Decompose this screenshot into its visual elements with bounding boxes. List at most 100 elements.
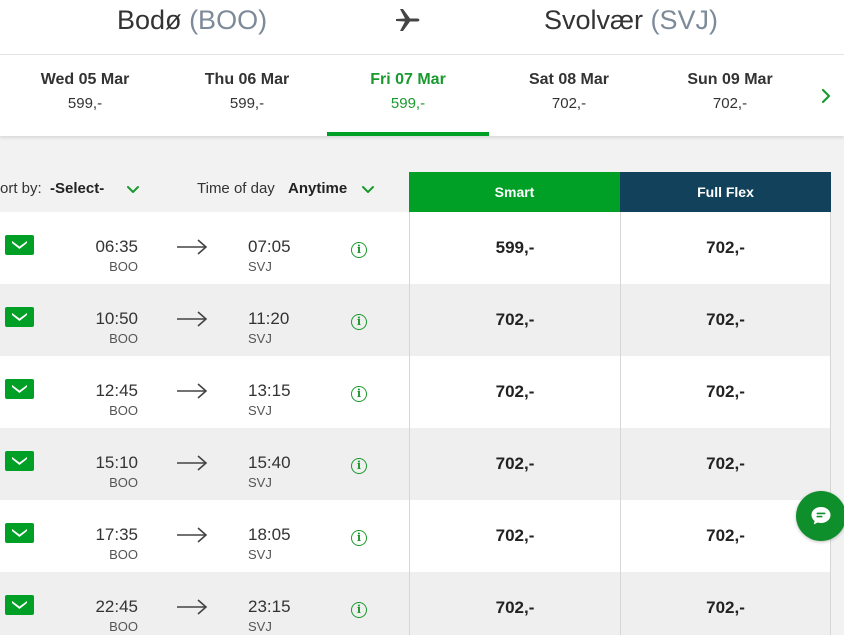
airline-logo-icon [5,235,34,255]
origin-city-name: Bodø [117,5,182,35]
route-header: Bodø (BOO) Svolvær (SVJ) [0,0,844,55]
origin-city: Bodø (BOO) [117,5,267,36]
time-of-day-label: Time of day [197,180,275,197]
departure-time: 10:50 [95,309,138,328]
date-label: Sun 09 Mar [687,71,773,88]
date-price: 599,- [229,95,265,112]
airline-logo-icon [5,451,34,471]
departure-time: 17:35 [95,525,138,544]
arrival-time: 11:20 [248,309,290,328]
arrival-time: 13:15 [248,381,291,400]
price-full-flex[interactable]: 702,- [620,572,831,635]
chevron-down-icon[interactable] [361,185,375,194]
arrow-right-icon [177,239,208,255]
origin-city-code: (BOO) [189,5,268,35]
arrival-code: SVJ [248,547,272,562]
plane-icon [396,9,420,31]
date-price: 702,- [551,95,587,112]
date-tab-wed-05-mar[interactable]: Wed 05 Mar 599,- [4,55,166,136]
price-smart[interactable]: 599,- [409,212,620,284]
departure-time: 12:45 [95,381,138,400]
arrow-right-icon [177,599,208,615]
arrow-right-icon [177,311,208,327]
flight-row: 10:50 BOO 11:20 SVJ i 702,- 702,- [0,284,831,356]
date-label: Thu 06 Mar [204,71,290,88]
flight-details: 15:10 BOO 15:40 SVJ i [0,428,409,500]
airline-logo-icon [5,307,34,327]
price-smart[interactable]: 702,- [409,284,620,356]
chat-button[interactable] [796,491,844,541]
info-icon[interactable]: i [351,314,367,330]
destination-city-name: Svolvær [544,5,644,35]
time-of-day-select[interactable]: Anytime [288,180,348,197]
chevron-down-icon[interactable] [126,185,140,194]
arrival-code: SVJ [248,331,272,346]
departure-code: BOO [109,331,138,346]
price-full-flex[interactable]: 702,- [620,428,831,500]
flight-details: 10:50 BOO 11:20 SVJ i [0,284,409,356]
fare-header-smart: Smart [409,172,620,212]
arrow-right-icon [177,383,208,399]
date-label: Sat 08 Mar [528,71,610,88]
price-smart[interactable]: 702,- [409,572,620,635]
arrow-right-icon [177,527,208,543]
flight-details: 06:35 BOO 07:05 SVJ i [0,212,409,284]
departure-code: BOO [109,547,138,562]
arrival-code: SVJ [248,403,272,418]
price-full-flex[interactable]: 702,- [620,356,831,428]
departure-time: 22:45 [95,597,138,616]
price-full-flex[interactable]: 702,- [620,212,831,284]
info-icon[interactable]: i [351,530,367,546]
flight-details: 17:35 BOO 18:05 SVJ i [0,500,409,572]
date-tab-sat-08-mar[interactable]: Sat 08 Mar 702,- [488,55,650,136]
flight-row: 12:45 BOO 13:15 SVJ i 702,- 702,- [0,356,831,428]
date-price: 702,- [712,95,748,112]
arrival-code: SVJ [248,619,272,634]
price-smart[interactable]: 702,- [409,500,620,572]
chat-icon [811,507,831,525]
price-full-flex[interactable]: 702,- [620,500,831,572]
arrival-code: SVJ [248,475,272,490]
flight-details: 12:45 BOO 13:15 SVJ i [0,356,409,428]
info-icon[interactable]: i [351,602,367,618]
departure-code: BOO [109,403,138,418]
sort-select[interactable]: -Select- [50,180,105,197]
airline-logo-icon [5,595,34,615]
date-label: Wed 05 Mar [40,71,130,88]
departure-code: BOO [109,475,138,490]
flight-row: 06:35 BOO 07:05 SVJ i 599,- 702,- [0,212,831,284]
arrival-code: SVJ [248,259,272,274]
flight-details: 22:45 BOO 23:15 SVJ i [0,572,409,635]
price-smart[interactable]: 702,- [409,428,620,500]
departure-code: BOO [109,619,138,634]
arrow-right-icon [177,455,208,471]
info-icon[interactable]: i [351,386,367,402]
price-smart[interactable]: 702,- [409,356,620,428]
date-tab-thu-06-mar[interactable]: Thu 06 Mar 599,- [166,55,328,136]
date-price: 599,- [67,95,103,112]
arrival-time: 18:05 [248,525,291,544]
date-label: Fri 07 Mar [370,71,446,88]
sort-label: ort by: [0,180,42,197]
departure-code: BOO [109,259,138,274]
destination-city-code: (SVJ) [650,5,719,35]
departure-time: 06:35 [95,237,138,256]
airline-logo-icon [5,379,34,399]
chevron-right-icon[interactable] [818,86,834,106]
flight-row: 22:45 BOO 23:15 SVJ i 702,- 702,- [0,572,831,635]
date-tab-sun-09-mar[interactable]: Sun 09 Mar 702,- [649,55,811,136]
departure-time: 15:10 [95,453,138,472]
info-icon[interactable]: i [351,242,367,258]
fare-header-full-flex: Full Flex [620,172,831,212]
info-icon[interactable]: i [351,458,367,474]
date-selector: Wed 05 Mar 599,- Thu 06 Mar 599,- Fri 07… [0,55,844,136]
arrival-time: 15:40 [248,453,291,472]
price-full-flex[interactable]: 702,- [620,284,831,356]
date-tab-fri-07-mar[interactable]: Fri 07 Mar 599,- [327,55,489,136]
filter-bar: ort by: -Select- Time of day Anytime [0,172,408,212]
flight-list: 06:35 BOO 07:05 SVJ i 599,- 702,- 10:50 … [0,212,831,635]
airline-logo-icon [5,523,34,543]
arrival-time: 07:05 [248,237,291,256]
flight-row: 15:10 BOO 15:40 SVJ i 702,- 702,- [0,428,831,500]
date-price: 599,- [390,95,426,112]
